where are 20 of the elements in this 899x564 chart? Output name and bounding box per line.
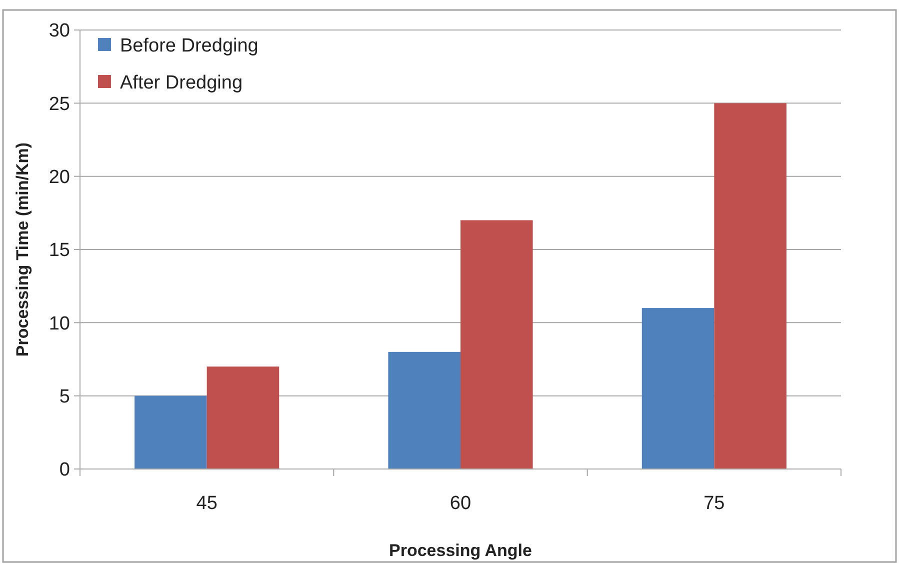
x-tick-label: 60 <box>450 493 472 514</box>
y-tick-label: 5 <box>59 386 70 408</box>
bar <box>134 396 207 469</box>
x-tick-label: 45 <box>196 493 218 514</box>
bar <box>642 308 714 469</box>
y-axis-title: Processing Time (min/Km) <box>13 142 32 357</box>
legend-label: After Dredging <box>120 72 243 94</box>
bar <box>460 220 533 469</box>
bar <box>388 352 460 469</box>
y-tick-label: 20 <box>48 166 70 188</box>
y-tick-label: 10 <box>48 313 70 334</box>
bar <box>206 366 280 469</box>
x-axis-title: Processing Angle <box>389 541 532 560</box>
y-tick-label: 15 <box>48 240 70 262</box>
y-tick-label: 0 <box>59 460 70 481</box>
x-tick-label: 75 <box>704 493 725 514</box>
bar <box>714 103 786 469</box>
legend-label: Before Dredging <box>120 36 258 57</box>
y-tick-label: 30 <box>48 20 70 42</box>
y-tick-label: 25 <box>48 94 70 115</box>
